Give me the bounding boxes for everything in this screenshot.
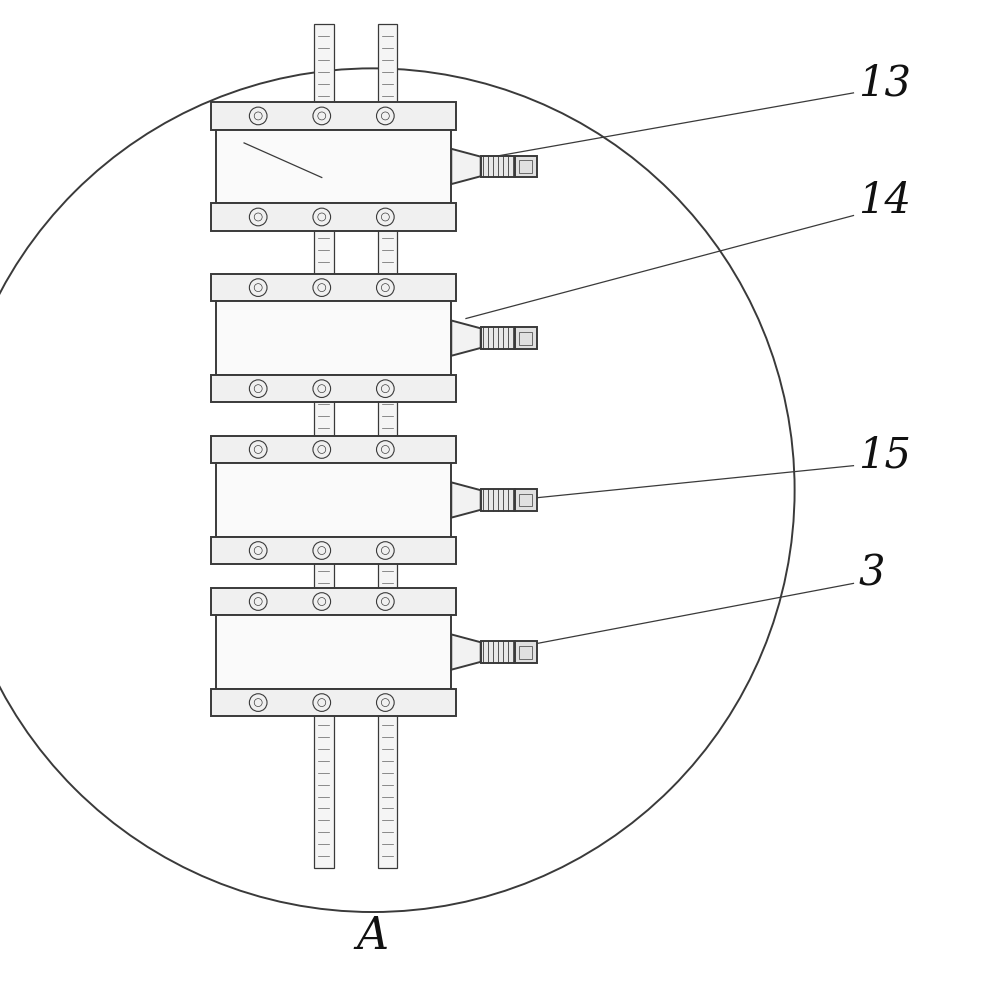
Bar bbox=[216, 615, 451, 689]
Text: A: A bbox=[357, 915, 388, 958]
Bar bbox=[481, 641, 515, 663]
Polygon shape bbox=[451, 149, 481, 184]
Bar bbox=[216, 130, 451, 203]
Bar bbox=[216, 301, 451, 375]
Bar bbox=[481, 327, 515, 349]
Bar bbox=[515, 156, 537, 177]
Bar bbox=[515, 489, 537, 511]
Bar bbox=[216, 463, 451, 537]
Bar bbox=[515, 641, 537, 663]
Bar bbox=[481, 156, 515, 177]
Bar bbox=[211, 537, 456, 564]
Polygon shape bbox=[451, 482, 481, 518]
Bar bbox=[314, 24, 334, 868]
Bar bbox=[211, 436, 456, 463]
Text: 3: 3 bbox=[858, 553, 885, 595]
Bar bbox=[519, 332, 533, 345]
Bar bbox=[211, 102, 456, 130]
Bar bbox=[515, 327, 537, 349]
Bar bbox=[211, 375, 456, 402]
Bar bbox=[378, 24, 397, 868]
Bar bbox=[519, 646, 533, 659]
Bar bbox=[481, 489, 515, 511]
Polygon shape bbox=[451, 320, 481, 356]
Bar bbox=[519, 494, 533, 506]
Bar bbox=[211, 689, 456, 716]
Text: 14: 14 bbox=[858, 180, 911, 222]
Bar bbox=[211, 203, 456, 231]
Text: 15: 15 bbox=[858, 435, 911, 477]
Bar bbox=[519, 160, 533, 173]
Polygon shape bbox=[451, 634, 481, 670]
Bar bbox=[211, 274, 456, 301]
Bar bbox=[211, 588, 456, 615]
Text: 13: 13 bbox=[858, 62, 911, 104]
